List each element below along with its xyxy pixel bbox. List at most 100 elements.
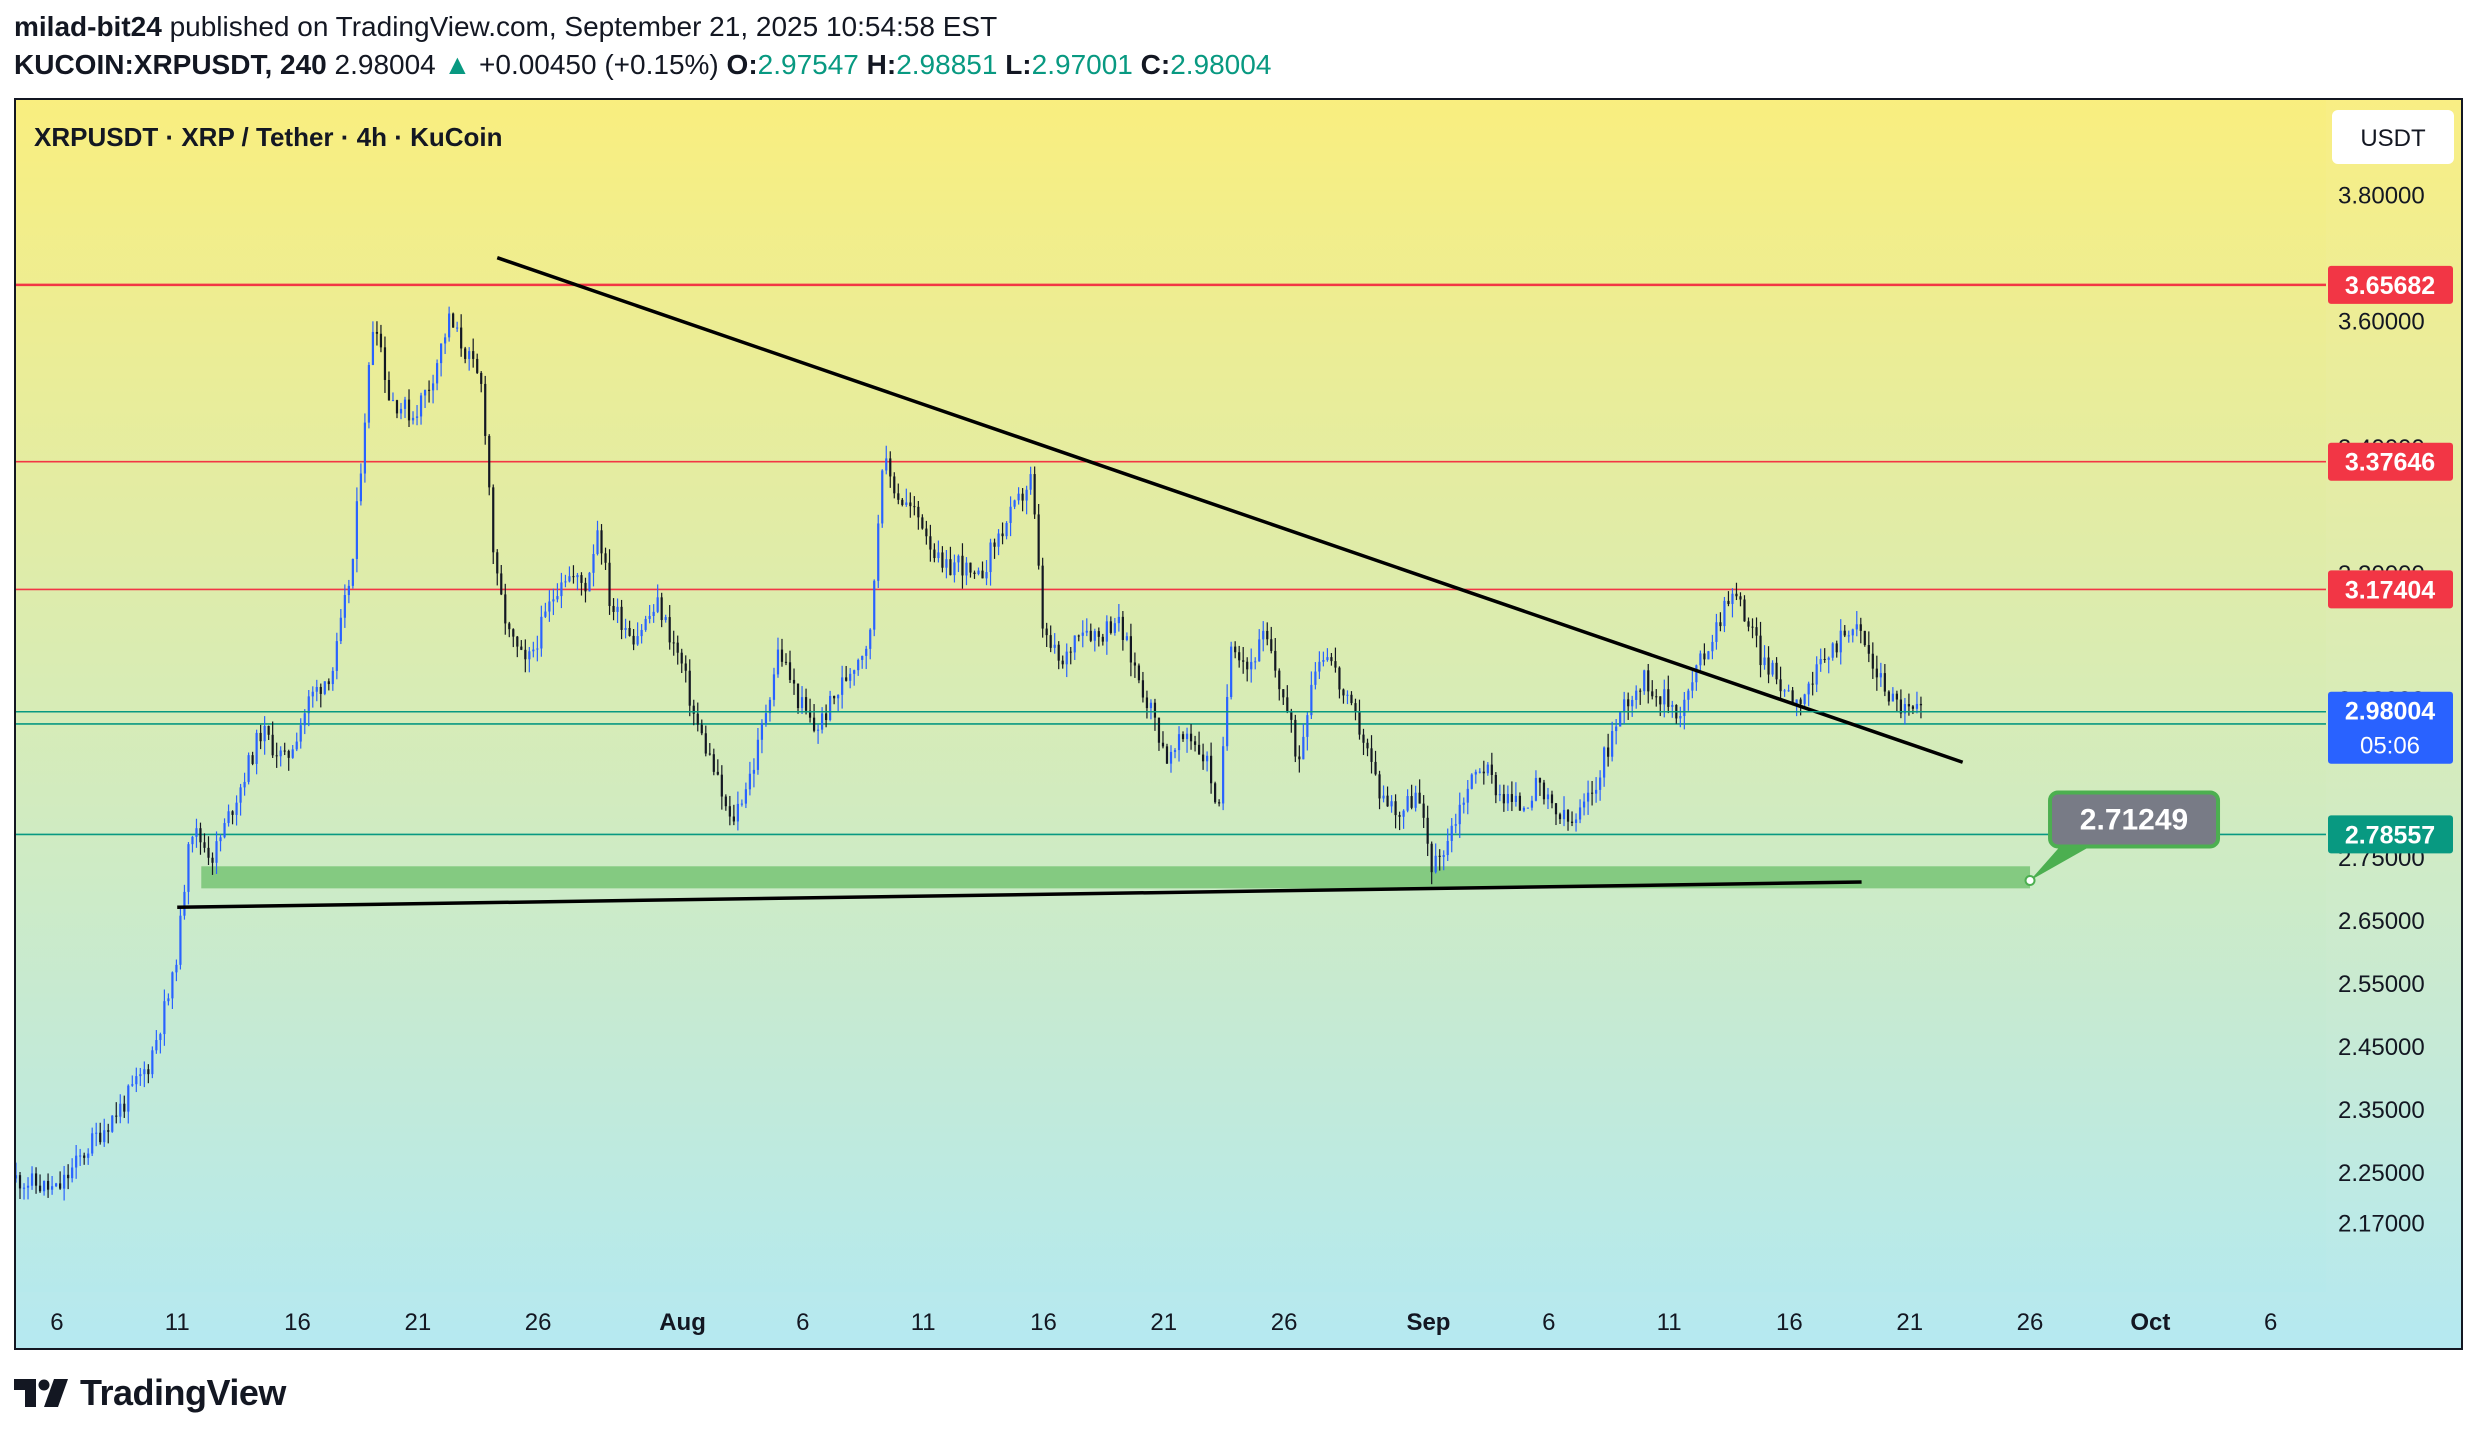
candle-body	[407, 399, 411, 421]
candle-body	[26, 1185, 30, 1188]
candle-body	[1101, 636, 1104, 642]
candle-body	[95, 1132, 98, 1134]
candle-body	[520, 646, 523, 650]
candle-body	[1017, 493, 1020, 501]
candle-body	[1438, 855, 1441, 857]
candle-body	[1651, 691, 1654, 697]
currency-button[interactable]	[2332, 110, 2454, 164]
candle-body	[825, 713, 828, 720]
candle-body	[1586, 792, 1590, 802]
candle-body	[1462, 802, 1465, 805]
candle-body	[885, 458, 888, 471]
candle-body	[1659, 696, 1662, 705]
candle-body	[323, 681, 326, 694]
candle-body	[716, 771, 719, 775]
candle-body	[1530, 800, 1534, 808]
candle-body	[1635, 690, 1638, 700]
candle-body	[1246, 661, 1249, 670]
descending-trendline[interactable]	[496, 256, 1964, 764]
candle-body	[504, 594, 507, 624]
candle-body	[1839, 630, 1842, 653]
candle-body	[1045, 628, 1048, 636]
candle-body	[1426, 817, 1429, 844]
ascending-trendline[interactable]	[177, 880, 1862, 910]
candle-body	[1595, 789, 1598, 794]
candle-body	[628, 627, 631, 636]
candle-body	[1057, 644, 1060, 661]
candle-body	[604, 553, 607, 563]
candle-body	[1250, 661, 1253, 670]
candle-body	[500, 573, 503, 595]
candle-body	[263, 725, 266, 742]
callout-anchor-point[interactable]	[2024, 874, 2036, 886]
candle-body	[387, 379, 391, 401]
candle-body	[556, 596, 559, 600]
candle-body	[215, 841, 218, 863]
candle-body	[1326, 657, 1329, 661]
candle-body	[532, 649, 535, 652]
candle-body	[712, 754, 715, 772]
candle-body	[592, 554, 595, 573]
support-level-badge-label: 2.78557	[2345, 821, 2435, 849]
x-tick-label: 6	[796, 1309, 809, 1336]
support-zone[interactable]	[201, 866, 2031, 889]
candle-body	[267, 725, 270, 735]
candle-body	[183, 891, 186, 916]
candle-body	[1318, 661, 1321, 672]
candle-body	[375, 331, 379, 334]
candle-body	[608, 562, 611, 606]
price-chart[interactable]: 2.71249 3.800003.600003.400003.200003.00…	[16, 100, 2461, 1348]
candle-body	[728, 806, 731, 817]
candle-body	[768, 699, 772, 714]
candle-body	[1458, 804, 1461, 825]
candle-body	[1819, 658, 1822, 665]
candle-body	[359, 473, 362, 502]
candle-body	[1262, 630, 1265, 640]
candle-body	[1735, 593, 1738, 597]
chart-frame[interactable]: 2.71249 3.800003.600003.400003.200003.00…	[14, 98, 2463, 1350]
candle-body	[1779, 679, 1782, 692]
candle-body	[1214, 783, 1217, 803]
candle-body	[87, 1153, 90, 1158]
y-tick-label: 2.25000	[2338, 1160, 2425, 1187]
candle-body	[540, 616, 543, 649]
candle-body	[1466, 788, 1469, 803]
published-text: published on TradingView.com, September …	[161, 11, 998, 42]
candle-body	[756, 739, 760, 770]
publisher-name[interactable]: milad-bit24	[14, 11, 162, 42]
candle-body	[1639, 690, 1642, 692]
high-label: H:	[866, 49, 897, 80]
time-axis[interactable]	[16, 1292, 2326, 1348]
candle-body	[648, 615, 651, 619]
candle-body	[472, 351, 475, 359]
candle-body	[1514, 795, 1517, 802]
candle-body	[71, 1167, 74, 1179]
candle-body	[1398, 815, 1401, 817]
candle-body	[580, 575, 583, 583]
callout-box[interactable]	[2048, 790, 2221, 849]
resistance-level-badge-label: 3.17404	[2345, 576, 2435, 604]
candle-body	[849, 673, 852, 681]
candle-body	[973, 572, 976, 574]
candle-body	[251, 755, 254, 764]
candle-body	[1911, 706, 1915, 709]
candle-body	[1382, 795, 1385, 799]
candle-body	[1711, 641, 1714, 652]
candle-body	[1362, 734, 1365, 743]
candle-body	[1029, 474, 1032, 490]
candle-body	[596, 530, 599, 555]
candle-body	[1739, 596, 1742, 600]
candle-body	[135, 1076, 138, 1085]
candle-body	[175, 964, 178, 973]
candle-body	[50, 1186, 54, 1190]
candle-body	[1683, 699, 1686, 717]
tradingview-logo[interactable]: TradingView	[14, 1372, 286, 1414]
candle-body	[1490, 764, 1493, 775]
candle-body	[115, 1115, 118, 1117]
candle-body	[1414, 792, 1417, 808]
candle-body	[1771, 662, 1774, 675]
candle-body	[1803, 694, 1806, 704]
candle-body	[780, 649, 784, 662]
candle-body	[63, 1174, 66, 1189]
x-tick-label: 16	[284, 1309, 311, 1336]
